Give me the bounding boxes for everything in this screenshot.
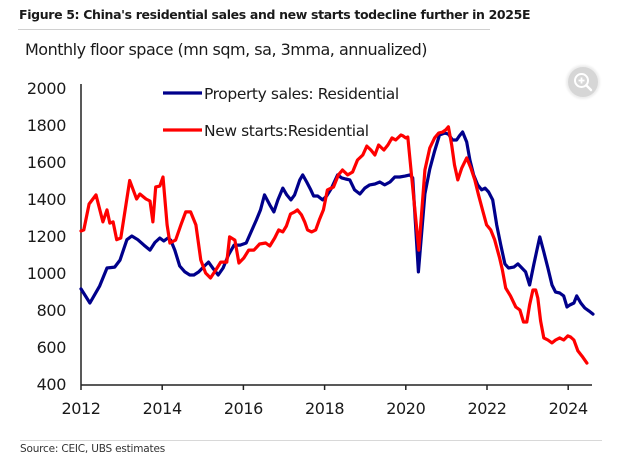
y-tick-label: 1200 (27, 227, 66, 246)
x-tick-label: 2016 (224, 399, 263, 418)
y-tick-label: 1600 (27, 153, 66, 172)
legend-label: New starts:Residential (204, 122, 369, 140)
x-tick-label: 2012 (61, 399, 100, 418)
series-line-new-starts (79, 125, 589, 365)
x-tick-label: 2022 (467, 399, 506, 418)
x-tick-label: 2020 (386, 399, 425, 418)
x-tick-label: 2024 (549, 399, 588, 418)
source-divider (20, 440, 602, 441)
y-tick-label: 2000 (27, 79, 66, 98)
title-divider (18, 29, 490, 30)
legend-label: Property sales: Residential (204, 85, 399, 103)
y-tick-label: 1800 (27, 116, 66, 135)
figure-title: Figure 5: China's residential sales and … (19, 7, 531, 22)
x-tick-label: 2014 (143, 399, 182, 418)
legend: Property sales: Residential New starts:Re… (163, 85, 399, 140)
y-tick-label: 1400 (27, 190, 66, 209)
y-tick-label: 1000 (27, 264, 66, 283)
zoom-button[interactable] (568, 67, 598, 97)
x-axis-ticks: 2012 2014 2016 2018 2020 2022 2024 (61, 385, 588, 418)
chart-subtitle: Monthly floor space (mn sqm, sa, 3mma, a… (25, 40, 428, 59)
series-lines (79, 125, 595, 365)
zoom-in-icon (574, 73, 593, 92)
y-tick-label: 600 (37, 338, 67, 357)
y-tick-label: 800 (37, 301, 67, 320)
x-tick-label: 2018 (305, 399, 344, 418)
y-axis-tick-labels: 400 600 800 1000 1200 1400 1600 1800 2000 (27, 79, 67, 394)
series-line-property-sales (79, 130, 595, 316)
y-tick-label: 400 (37, 375, 67, 394)
source-note: Source: CEIC, UBS estimates (20, 443, 165, 455)
